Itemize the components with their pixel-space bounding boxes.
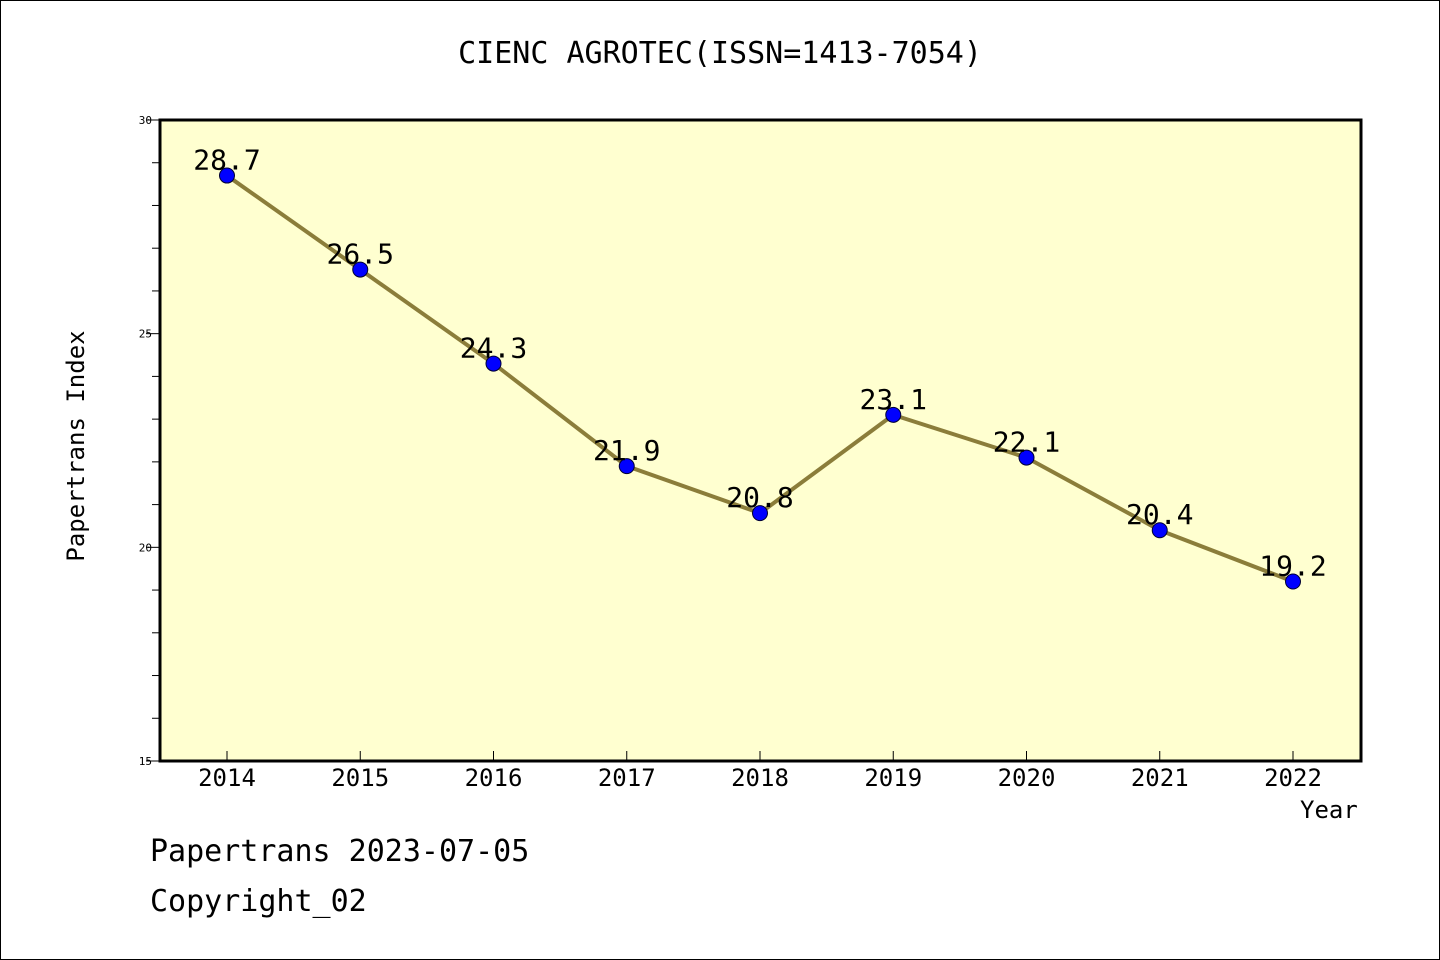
x-tick-label: 2014: [198, 764, 256, 792]
data-label: 21.9: [593, 434, 660, 467]
data-point: [352, 261, 369, 278]
y-tick-label: 30: [139, 114, 152, 127]
chart-title: CIENC AGROTEC(ISSN=1413-7054): [458, 36, 982, 71]
x-tick-label: 2019: [864, 764, 922, 792]
x-tick-label: 2017: [598, 764, 656, 792]
data-label: 28.7: [193, 144, 260, 177]
data-point: [618, 458, 635, 475]
x-tick-label: 2020: [998, 764, 1056, 792]
x-axis-label: Year: [1300, 796, 1358, 824]
data-point: [219, 167, 235, 184]
y-minor-ticks: [152, 162, 160, 719]
data-point: [1285, 573, 1301, 590]
footer-date: Papertrans 2023-07-05: [150, 834, 530, 869]
data-point: [885, 406, 902, 423]
data-point: [1018, 449, 1035, 466]
data-label: 26.5: [327, 238, 394, 271]
x-tick-label: 2016: [465, 764, 523, 792]
data-label: 24.3: [460, 332, 527, 365]
data-label: 23.1: [860, 383, 927, 416]
data-label: 19.2: [1259, 550, 1326, 583]
y-axis-ticks: 15 20 25 30: [139, 114, 160, 768]
data-point: [485, 355, 502, 372]
data-point: [752, 505, 768, 522]
y-tick-label: 25: [139, 328, 152, 341]
data-labels: 28.7 26.5 24.3 21.9 20.8 23.1 22.1 20.4 19.2: [193, 144, 1326, 583]
data-label: 20.4: [1126, 498, 1193, 531]
data-label: 20.8: [726, 481, 793, 514]
x-tick-label: 2015: [331, 764, 389, 792]
y-tick-label: 20: [139, 541, 152, 554]
footer-copyright: Copyright_02: [150, 884, 367, 919]
x-tick-label: 2018: [731, 764, 789, 792]
data-markers: [219, 167, 1301, 590]
x-axis-ticks: 2014 2015 2016 2017 2018 2019 2020 2021 2022: [198, 751, 1322, 792]
x-tick-label: 2021: [1131, 764, 1189, 792]
data-label: 22.1: [993, 426, 1060, 459]
x-tick-label: 2022: [1264, 764, 1322, 792]
y-tick-label: 15: [139, 755, 152, 768]
data-point: [1151, 522, 1168, 539]
plot-area: [158, 118, 1363, 763]
